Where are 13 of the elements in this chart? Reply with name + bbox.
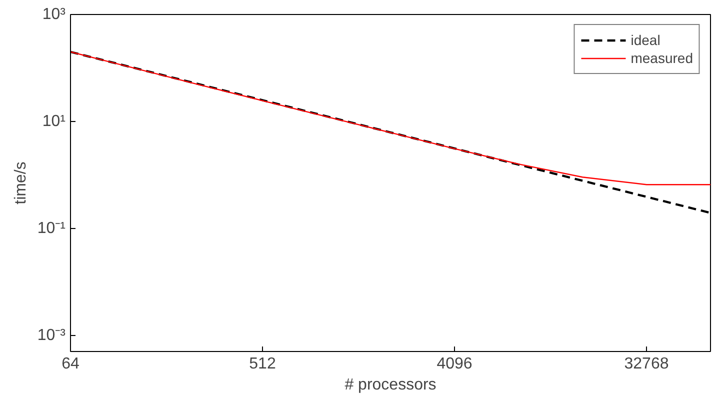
x-tick-label: 32768	[624, 356, 669, 372]
legend-label: measured	[630, 49, 693, 67]
legend-label: ideal	[630, 31, 660, 49]
y-tick-label: 10¹	[42, 112, 66, 130]
y-axis-title: time/s	[12, 162, 30, 204]
line-series	[70, 51, 710, 186]
x-tick-label: 64	[62, 356, 80, 372]
x-axis-title: # processors	[344, 376, 436, 394]
y-tick-label: 10⁻³	[37, 326, 66, 344]
x-tick-label: 4096	[436, 356, 472, 372]
y-tick-label: 10³	[42, 6, 66, 23]
x-tick-label: 512	[249, 356, 276, 372]
y-tick-label: 10⁻¹	[37, 220, 66, 237]
